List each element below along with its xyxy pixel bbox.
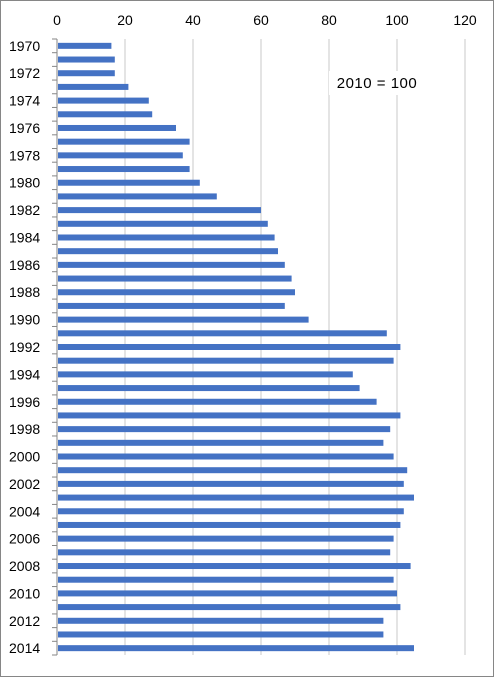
y-tick-label: 1984 [9,229,40,245]
bar [58,97,149,104]
y-tick-label: 1988 [9,284,40,300]
bar [58,193,217,200]
bar [58,152,183,159]
bar [58,453,394,460]
y-tick-label: 2002 [9,476,40,492]
bar [58,344,401,350]
bar [58,549,391,556]
bar [58,261,285,268]
bar [58,220,268,227]
y-tick-label: 2012 [9,613,40,629]
bar [58,289,295,296]
bar [58,275,292,282]
y-tick-label: 1986 [9,257,40,273]
y-tick-label: 1994 [9,366,40,382]
bar [58,166,190,173]
y-tick-label: 1990 [9,312,40,328]
bar [58,385,360,392]
y-tick-label: 1974 [9,93,40,109]
y-tick-label: 2008 [9,558,40,574]
bar [58,316,309,323]
x-tick-label: 100 [385,12,409,28]
bar [58,563,411,570]
bar [58,604,401,611]
y-tick-label: 1992 [9,339,40,355]
bar [58,508,404,515]
x-tick-label: 20 [117,12,133,28]
bar [58,124,176,131]
bar [58,494,414,501]
bar [58,70,115,77]
bar [58,645,414,652]
bar [58,234,275,241]
bar [58,467,408,474]
bar [58,138,190,145]
bars [58,42,414,652]
y-tick-label: 2004 [9,503,40,519]
bar [58,617,384,624]
bar [58,371,353,378]
bar [58,42,112,49]
x-axis-ticks: 0 20 40 60 80 100 120 [53,12,477,28]
index-base-note: 2010 = 100 [329,71,425,95]
y-tick-label: 1996 [9,394,40,410]
y-tick-label: 1970 [9,38,40,54]
y-tick-label: 1972 [9,65,40,81]
bar [58,248,278,255]
bar [58,412,401,419]
y-tick-label: 1976 [9,120,40,136]
bar [58,590,397,597]
bar [58,207,261,214]
x-tick-label: 80 [321,12,337,28]
y-tick-label: 2006 [9,531,40,547]
bar [58,56,115,63]
bar [58,631,384,638]
bar [58,426,391,433]
bar [58,111,153,118]
bar [58,83,129,90]
bar [58,302,285,309]
bar [58,179,200,186]
bar [58,576,394,583]
y-tick-label: 2000 [9,449,40,465]
bar [58,357,394,364]
bar [58,480,404,487]
y-tick-label: 1982 [9,202,40,218]
y-tick-label: 1978 [9,147,40,163]
x-tick-label: 0 [53,12,61,28]
y-axis-ticks: 1970 1972 1974 1976 1978 1980 1982 1984 1986 1988… [9,38,57,656]
bar [58,535,394,542]
bar [58,330,387,337]
y-tick-label: 2014 [9,640,40,656]
y-tick-label: 1980 [9,175,40,191]
y-tick-label: 1998 [9,421,40,437]
bar [58,398,377,405]
x-tick-label: 40 [185,12,201,28]
y-tick-label: 2010 [9,585,40,601]
x-tick-label: 60 [253,12,269,28]
x-tick-label: 120 [453,12,477,28]
bar [58,439,384,446]
bar [58,521,401,528]
